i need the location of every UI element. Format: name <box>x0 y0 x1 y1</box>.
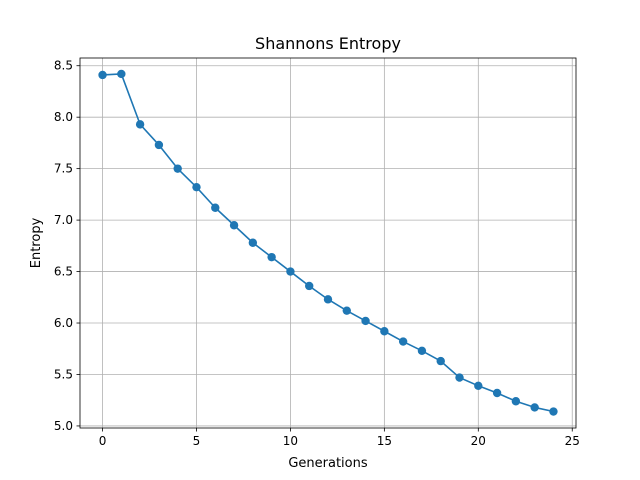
data-point <box>398 337 408 346</box>
data-point <box>455 373 464 382</box>
data-point <box>154 140 164 150</box>
data-point <box>436 356 445 366</box>
chart-title: Shannons Entropy <box>255 34 401 53</box>
data-point <box>380 327 389 336</box>
data-point <box>323 295 333 304</box>
data-point <box>267 252 276 262</box>
x-tick-label: 20 <box>471 434 486 448</box>
data-point <box>117 69 126 79</box>
series-layer <box>98 69 558 416</box>
data-point <box>211 203 220 212</box>
data-point <box>135 120 145 129</box>
data-point <box>305 281 314 291</box>
x-tick-label: 5 <box>193 434 201 448</box>
x-tick-label: 0 <box>99 434 107 448</box>
y-tick-label: 6.0 <box>54 316 73 330</box>
x-tick-label: 15 <box>377 434 392 448</box>
y-tick-label: 7.5 <box>54 162 73 176</box>
y-tick-label: 8.0 <box>54 110 73 124</box>
x-tick-label: 10 <box>283 434 298 448</box>
data-point <box>173 164 182 173</box>
data-point <box>511 397 521 406</box>
data-point <box>530 403 539 412</box>
data-point <box>417 346 427 356</box>
data-point <box>474 381 483 391</box>
y-tick-label: 5.5 <box>54 367 73 381</box>
ticks-layer: 0 5 10 15 20 25 5.0 5.5 6.0 6.5 7.0 7.5 8.0 8.5 <box>54 59 580 448</box>
data-point <box>286 267 295 276</box>
data-point <box>361 316 370 326</box>
y-tick-label: 8.5 <box>54 59 73 73</box>
y-axis-label: Entropy <box>29 217 44 268</box>
y-tick-label: 7.0 <box>54 213 73 227</box>
data-point <box>549 407 558 416</box>
x-tick-label: 25 <box>565 434 580 448</box>
axes-frame <box>79 57 577 429</box>
data-point <box>248 238 258 247</box>
plot-area <box>80 58 576 428</box>
y-tick-label: 5.0 <box>54 419 73 433</box>
data-point <box>192 182 201 192</box>
data-point <box>229 221 239 230</box>
x-axis-label: Generations <box>288 456 368 471</box>
grid-lines <box>80 58 576 428</box>
data-point <box>492 388 502 398</box>
data-point <box>342 306 351 315</box>
y-tick-label: 6.5 <box>54 265 73 279</box>
data-point <box>98 70 107 80</box>
